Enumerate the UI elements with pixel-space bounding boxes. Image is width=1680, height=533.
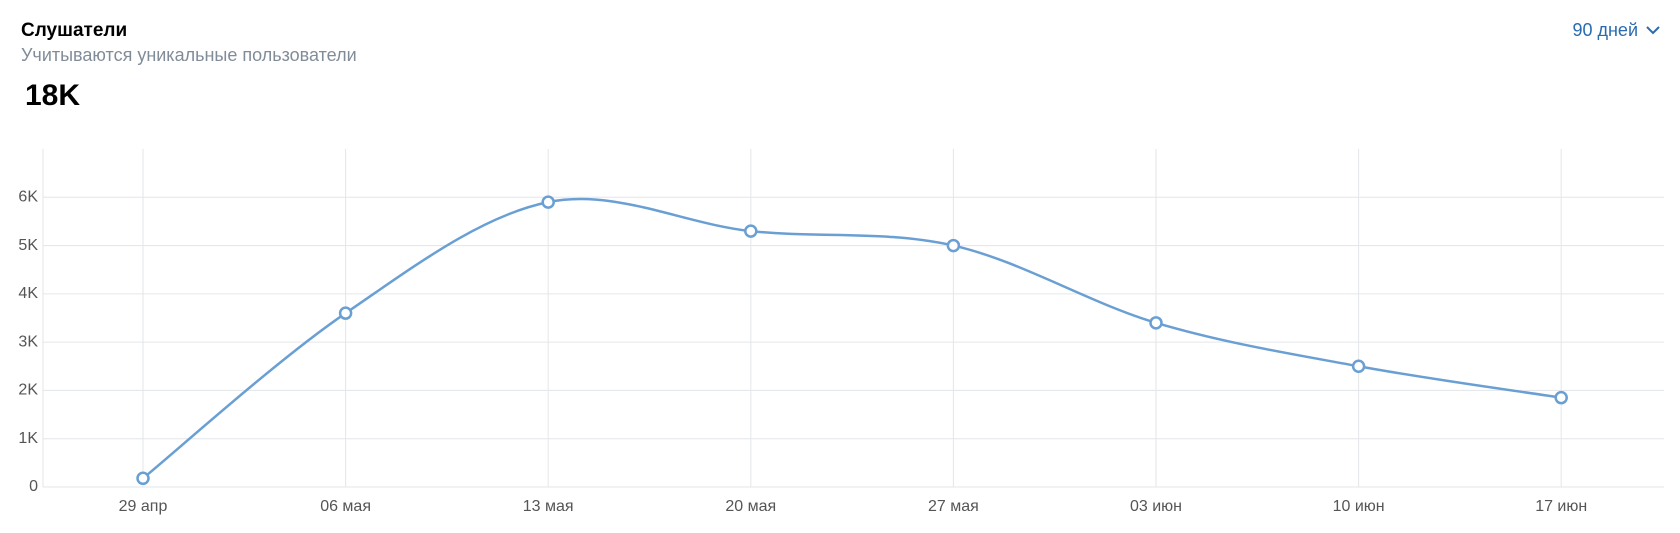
chart-title: Слушатели	[21, 20, 127, 41]
point	[744, 224, 758, 238]
period-label[interactable]: 90 дней	[1572, 20, 1638, 40]
chart-subtitle: Учитываются уникальные пользователи	[21, 45, 357, 65]
y-tick-label: 2K	[18, 382, 38, 399]
period-selector[interactable]: 90 дней	[1572, 20, 1660, 40]
total: 18K	[25, 79, 80, 112]
y-tick-label: 4K	[18, 285, 38, 302]
x-tick-label: 13 мая	[523, 498, 574, 515]
x-tick-label: 03 июн	[1130, 498, 1182, 515]
line	[142, 197, 1562, 480]
y-tick-label: 6K	[18, 189, 38, 206]
point	[1554, 390, 1568, 405]
x-tick-label: 29 апр	[119, 498, 168, 515]
y-tick-label: 5K	[18, 237, 38, 254]
point	[1149, 316, 1163, 330]
y-tick-label: 1K	[18, 430, 38, 447]
point	[541, 195, 555, 209]
x-tick-label: 27 мая	[928, 498, 979, 515]
point	[946, 238, 961, 253]
x-tick-label: 20 мая	[725, 498, 776, 515]
x-tick-label: 17 июн	[1535, 498, 1587, 515]
point	[136, 471, 150, 486]
y-tick-label: 0	[29, 478, 38, 495]
y-tick-label: 3K	[18, 333, 38, 350]
x-tick-label: 06 мая	[320, 498, 371, 515]
chevron[interactable]	[1646, 26, 1660, 35]
point	[1351, 359, 1366, 374]
x-tick-label: 10 июн	[1333, 498, 1385, 515]
point	[338, 306, 353, 320]
